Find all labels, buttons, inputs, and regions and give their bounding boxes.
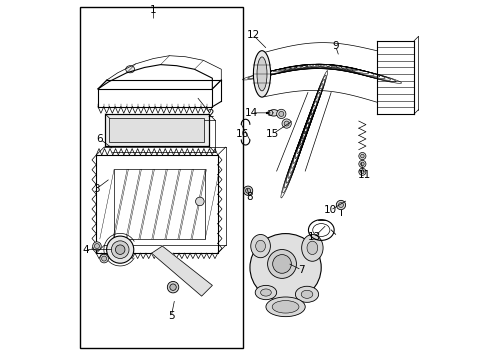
Ellipse shape bbox=[257, 57, 266, 91]
Circle shape bbox=[338, 203, 343, 207]
Ellipse shape bbox=[267, 249, 296, 278]
Circle shape bbox=[360, 162, 364, 166]
Ellipse shape bbox=[306, 241, 317, 255]
Text: 1: 1 bbox=[150, 5, 156, 15]
Ellipse shape bbox=[125, 66, 134, 73]
Circle shape bbox=[358, 168, 365, 175]
Circle shape bbox=[106, 236, 134, 263]
Circle shape bbox=[245, 188, 250, 193]
Ellipse shape bbox=[272, 255, 291, 273]
Circle shape bbox=[358, 160, 365, 167]
Text: 4: 4 bbox=[82, 245, 89, 255]
Ellipse shape bbox=[260, 289, 271, 296]
Circle shape bbox=[282, 119, 291, 128]
Ellipse shape bbox=[301, 290, 312, 298]
Ellipse shape bbox=[253, 51, 270, 97]
Ellipse shape bbox=[255, 240, 265, 252]
Text: 8: 8 bbox=[246, 192, 253, 202]
Circle shape bbox=[284, 121, 288, 126]
Circle shape bbox=[360, 154, 364, 158]
Text: 16: 16 bbox=[236, 129, 249, 139]
Bar bbox=[105, 114, 208, 146]
Circle shape bbox=[115, 245, 124, 255]
Polygon shape bbox=[151, 246, 212, 296]
Ellipse shape bbox=[301, 234, 323, 261]
Bar bbox=[109, 118, 204, 142]
Ellipse shape bbox=[295, 286, 318, 302]
Ellipse shape bbox=[250, 234, 270, 258]
Text: 7: 7 bbox=[298, 265, 305, 275]
Bar bbox=[109, 118, 204, 142]
Ellipse shape bbox=[255, 285, 276, 300]
Ellipse shape bbox=[249, 234, 321, 301]
Text: 13: 13 bbox=[307, 232, 320, 242]
Circle shape bbox=[111, 241, 129, 258]
Circle shape bbox=[100, 254, 108, 263]
Circle shape bbox=[360, 170, 364, 174]
Ellipse shape bbox=[272, 301, 298, 313]
Circle shape bbox=[336, 201, 345, 210]
Circle shape bbox=[93, 242, 101, 250]
Circle shape bbox=[358, 153, 365, 159]
Circle shape bbox=[276, 109, 285, 118]
Circle shape bbox=[195, 197, 203, 206]
Ellipse shape bbox=[268, 110, 278, 116]
Text: 5: 5 bbox=[167, 311, 174, 321]
Text: 12: 12 bbox=[246, 30, 260, 40]
Circle shape bbox=[243, 186, 252, 195]
Text: 11: 11 bbox=[357, 170, 370, 180]
Text: 2: 2 bbox=[207, 109, 213, 119]
Circle shape bbox=[102, 256, 106, 261]
Circle shape bbox=[94, 244, 99, 249]
Text: 9: 9 bbox=[332, 41, 338, 51]
Text: 6: 6 bbox=[96, 134, 103, 144]
Text: 3: 3 bbox=[93, 184, 100, 194]
Circle shape bbox=[167, 282, 179, 293]
Text: 14: 14 bbox=[244, 108, 258, 118]
Ellipse shape bbox=[265, 297, 305, 317]
Circle shape bbox=[169, 284, 176, 291]
Text: 15: 15 bbox=[265, 129, 279, 139]
Circle shape bbox=[278, 111, 283, 116]
Text: 10: 10 bbox=[323, 205, 336, 215]
Bar bbox=[80, 7, 242, 348]
